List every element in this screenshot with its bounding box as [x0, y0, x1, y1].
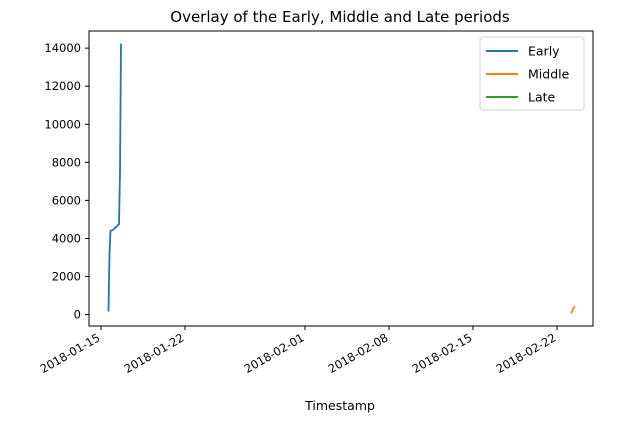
y-tick-label: 2000	[52, 270, 81, 284]
series-line-early	[107, 43, 122, 312]
y-axis: 0 2000 4000 6000 8000 10000 12000 14000	[44, 41, 89, 322]
x-tick-label: 2018-01-22	[122, 330, 187, 376]
y-tick-label: 12000	[44, 79, 81, 93]
y-tick-label: 6000	[52, 193, 81, 207]
legend-label-middle: Middle	[528, 67, 570, 82]
y-tick-label: 14000	[44, 41, 81, 55]
x-tick-label: 2018-01-15	[38, 330, 103, 376]
legend: Early Middle Late	[479, 36, 585, 111]
y-tick-label: 4000	[52, 231, 81, 245]
y-tick-label: 8000	[52, 155, 81, 169]
y-tick-label: 10000	[44, 117, 81, 131]
x-tick-label: 2018-02-08	[326, 330, 391, 376]
legend-items: Early Middle Late	[486, 44, 570, 105]
x-tick-label: 2018-02-01	[242, 330, 307, 376]
x-axis: 2018-01-15 2018-01-22 2018-02-01 2018-02-08…	[38, 326, 559, 376]
x-tick-label: 2018-02-15	[410, 330, 475, 376]
x-axis-label: Timestamp	[304, 398, 375, 413]
legend-label-early: Early	[528, 44, 560, 59]
series-line-middle	[570, 306, 576, 314]
chart-title: Overlay of the Early, Middle and Late pe…	[170, 8, 510, 26]
y-tick-label: 0	[74, 308, 81, 322]
legend-label-late: Late	[528, 90, 556, 105]
x-tick-label: 2018-02-22	[494, 330, 559, 376]
series-layer	[107, 43, 576, 314]
legend-box	[479, 36, 585, 111]
